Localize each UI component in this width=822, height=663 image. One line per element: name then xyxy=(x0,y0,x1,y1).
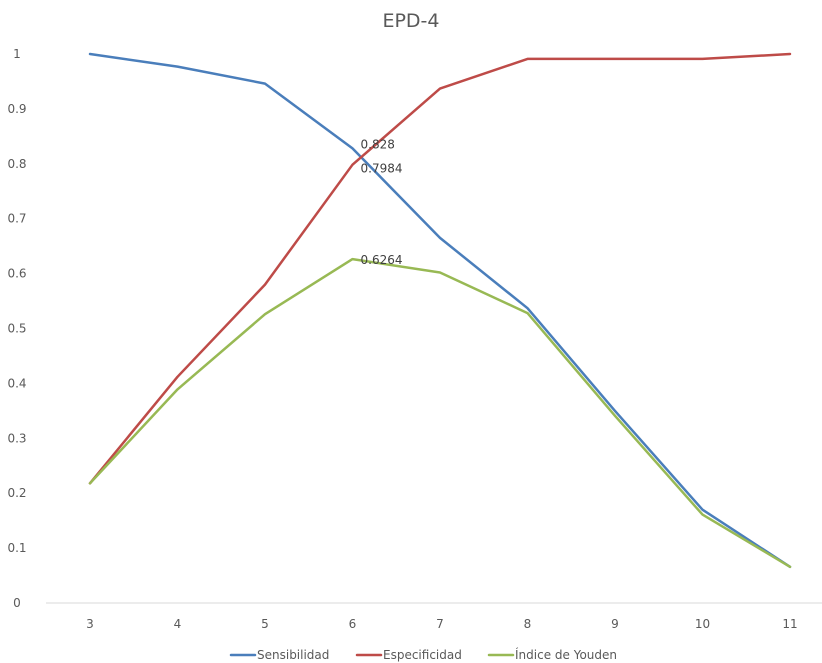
x-tick-label: 11 xyxy=(782,617,797,631)
legend-label: Índice de Youden xyxy=(515,647,617,662)
y-tick-label: 0.2 xyxy=(7,486,26,500)
y-tick-label: 0.9 xyxy=(7,102,26,116)
y-tick-label: 0 xyxy=(13,596,21,610)
x-tick-label: 3 xyxy=(86,617,94,631)
legend: Sensibilidad Especificidad Índice de Youde… xyxy=(229,647,617,662)
x-tick-label: 8 xyxy=(524,617,532,631)
y-tick-label: 0.3 xyxy=(7,431,26,445)
series-lines xyxy=(88,52,792,569)
x-axis: 3 4 5 6 7 8 9 10 11 xyxy=(86,617,797,631)
legend-item: Índice de Youden xyxy=(487,647,617,662)
x-tick-label: 7 xyxy=(436,617,444,631)
y-tick-label: 0.4 xyxy=(7,376,26,390)
data-label: 0.6264 xyxy=(361,253,403,267)
x-tick-label: 9 xyxy=(611,617,619,631)
y-axis: 0 0.1 0.2 0.3 0.4 0.5 0.6 0.7 0.8 0.9 1 xyxy=(7,47,26,610)
y-tick-label: 0.7 xyxy=(7,212,26,226)
x-tick-label: 5 xyxy=(261,617,269,631)
y-tick-label: 0.8 xyxy=(7,157,26,171)
y-tick-label: 0.5 xyxy=(7,322,26,336)
legend-label: Especificidad xyxy=(383,648,462,662)
y-tick-label: 0.1 xyxy=(7,541,26,555)
legend-label: Sensibilidad xyxy=(257,648,329,662)
y-tick-label: 0.6 xyxy=(7,267,26,281)
y-tick-label: 1 xyxy=(13,47,21,61)
legend-item: Especificidad xyxy=(355,648,462,662)
data-labels: 0.828 0.7984 0.6264 xyxy=(361,137,403,267)
x-tick-label: 10 xyxy=(695,617,710,631)
data-label: 0.7984 xyxy=(361,162,403,176)
series-line-1 xyxy=(88,52,792,485)
legend-item: Sensibilidad xyxy=(229,648,329,662)
series-line-0 xyxy=(88,52,792,569)
data-label: 0.828 xyxy=(361,137,395,151)
x-tick-label: 6 xyxy=(349,617,357,631)
x-tick-label: 4 xyxy=(174,617,182,631)
chart-title: EPD-4 xyxy=(382,10,439,32)
series-line-2 xyxy=(88,257,792,569)
